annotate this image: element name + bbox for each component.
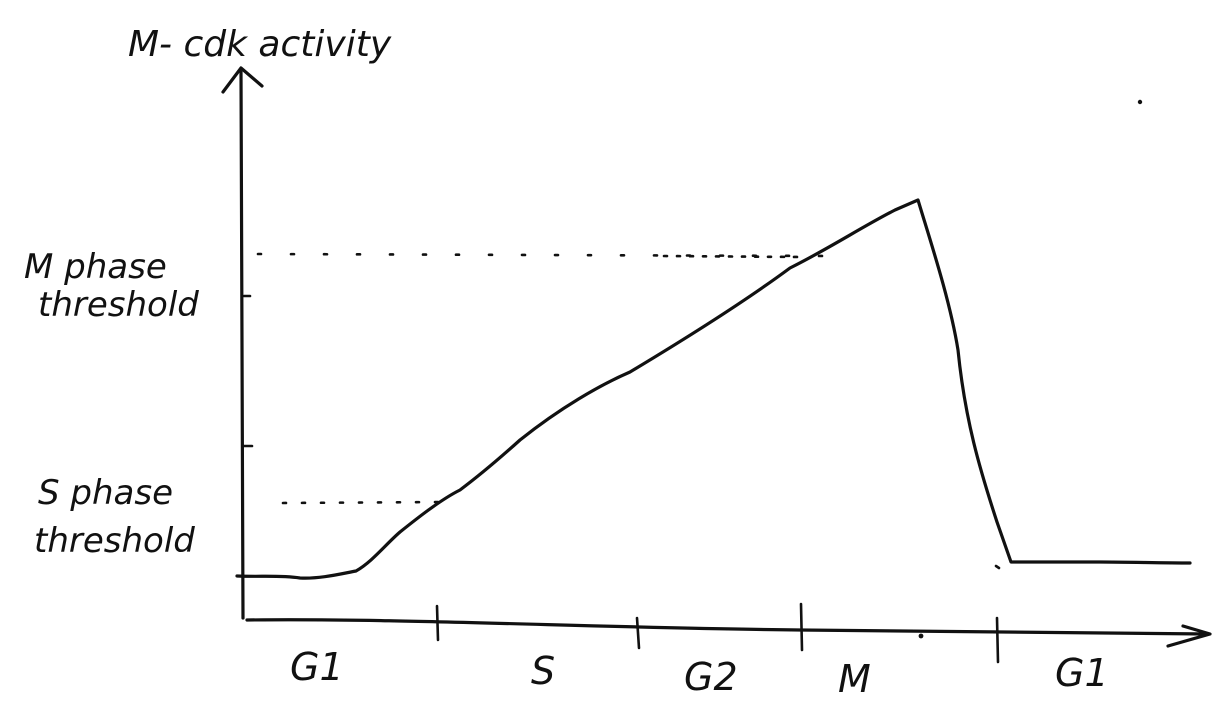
m-phase-threshold-line-dense [662,254,802,259]
x-axis-arrowhead [1166,624,1212,648]
y-axis [239,70,245,620]
m-cdk-activity-curve [235,198,1192,580]
phase-label-g1: G1 [290,645,344,689]
s-phase-threshold-label-line2: threshold [34,521,195,561]
phase-label-g2: G2 [684,655,738,699]
phase-tick-g1-s [435,604,440,642]
m-phase-threshold-label-line2: threshold [38,285,199,325]
x-axis [245,618,1210,636]
phase-label-m: M [838,657,871,701]
x-axis-mark [918,633,924,639]
phase-tick-m-g1 [995,616,1000,664]
curve-stray-mark [994,564,1001,570]
phase-tick-g2-m [799,602,804,652]
phase-tick-s-g2 [635,616,641,650]
s-phase-threshold-line [281,500,442,505]
phase-label-s: S [531,649,555,693]
y-axis-arrowhead [221,66,264,94]
phase-label-g1-second: G1 [1055,651,1109,695]
s-phase-threshold-label-line1: S phase [38,473,173,513]
y-axis-label: M- cdk activity [128,24,392,65]
m-phase-threshold-label-line1: M phase [24,247,167,287]
stray-mark [1137,99,1143,105]
